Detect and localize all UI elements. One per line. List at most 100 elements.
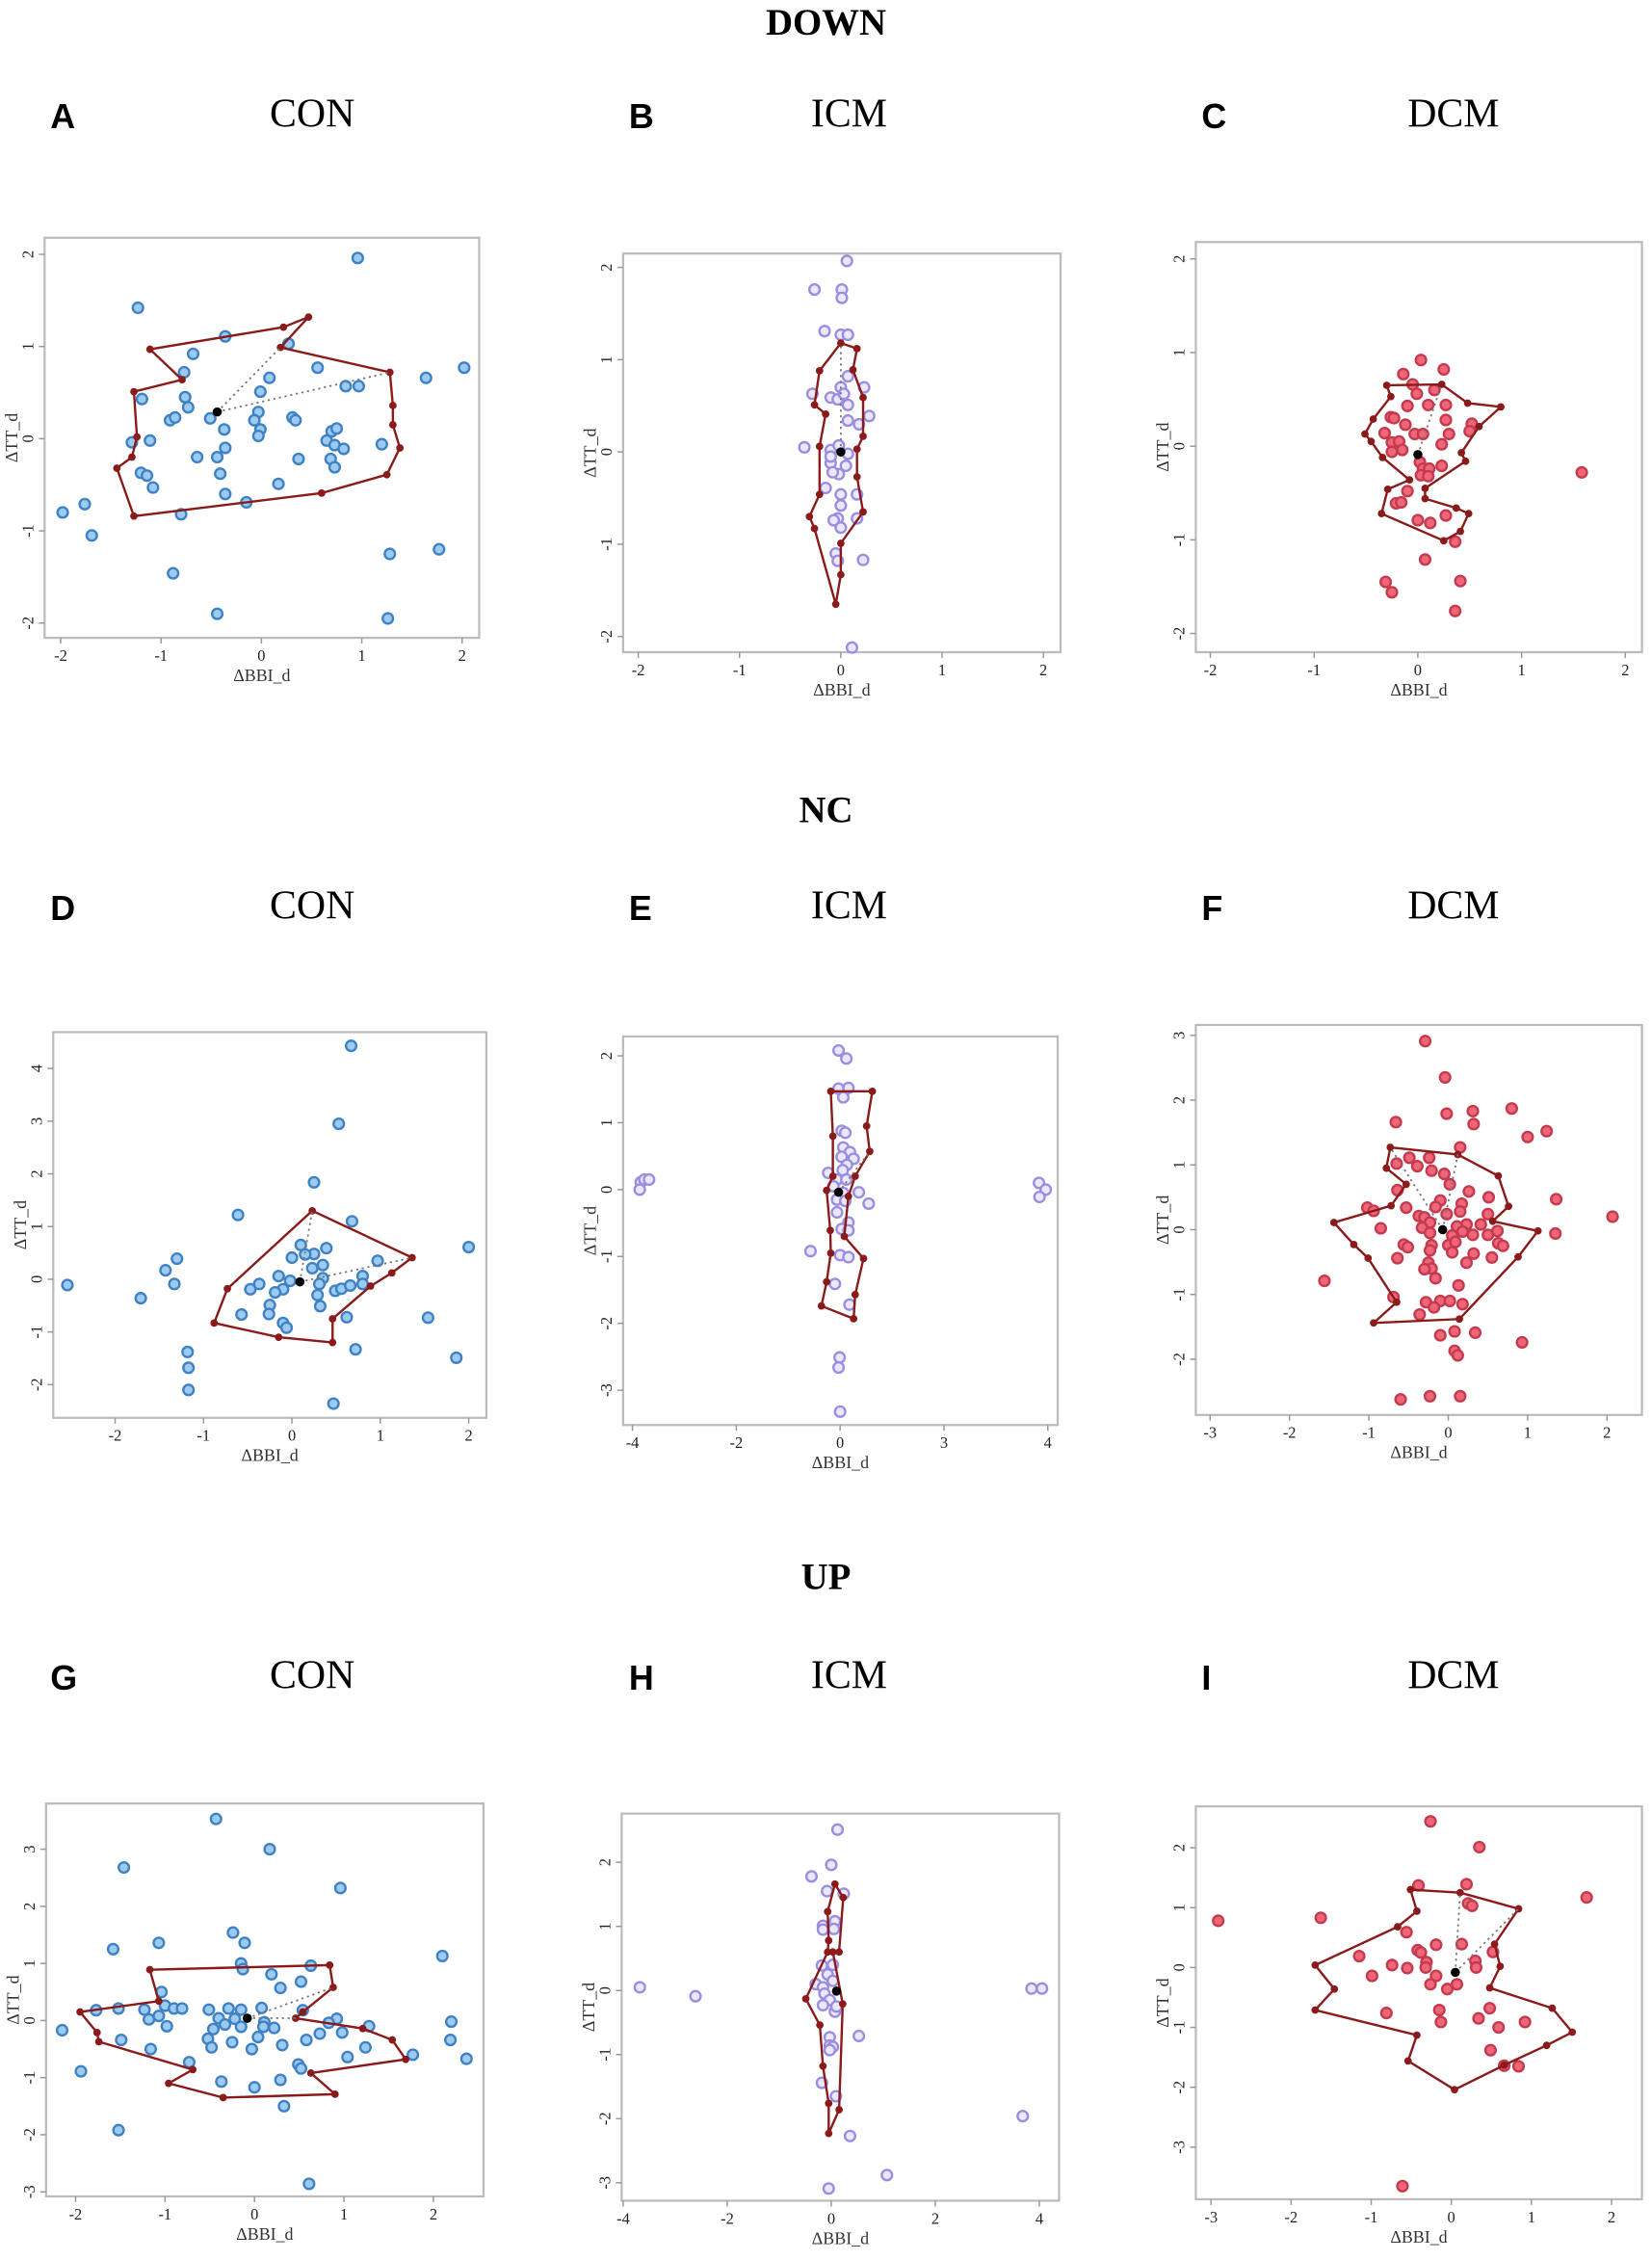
y-tick-label: 4 [27,1064,45,1072]
hull-vertex [852,344,861,353]
hull-vertex [1534,1226,1542,1235]
x-axis-label: ΔBBI_d [812,1453,869,1472]
hull-vertex [1387,392,1395,401]
hull-vertex [1369,415,1377,423]
data-point [633,1981,646,1994]
y-tick-label: 1 [1169,1161,1188,1169]
hull-vertex [830,1879,839,1888]
data-point [56,506,69,519]
row-title-down: DOWN [766,2,886,43]
data-point [842,1250,855,1264]
data-point [1459,1878,1474,1891]
data-point [238,1936,251,1950]
data-point [274,2073,287,2087]
data-point [351,251,364,265]
data-point [228,2012,242,2026]
data-point [804,1870,819,1883]
y-tick-label: -2 [18,617,37,630]
hull-vertex [1475,422,1483,431]
data-point [311,1288,325,1301]
hull-vertex [1455,1888,1464,1897]
data-point [1473,1840,1486,1853]
hull-vertex [1437,381,1446,388]
x-tick-label: -2 [1285,2208,1298,2226]
data-point [182,1383,196,1397]
hull-vertex [822,410,829,418]
x-tick-label: 2 [1603,1424,1611,1442]
y-tick-label: 1 [20,1959,39,1967]
data-point [112,2123,125,2137]
y-tick-label: 2 [27,1169,45,1177]
data-point [1438,1070,1452,1084]
y-tick-label: -1 [597,538,616,551]
data-point [332,1117,346,1131]
y-tick-label: -3 [1169,2141,1188,2154]
centroid-spoke [1454,1892,1461,1973]
centroid-spoke [1417,383,1443,456]
centroid-point [836,447,846,457]
data-point [1468,1326,1482,1339]
panel-e: E ICM -4 -2 0 3 4 -3 -2 -1 0 1 2 ΔBBI_d ΔTT_d [580,883,1060,1472]
plot-frame [1194,241,1643,654]
data-point [1212,1914,1225,1928]
data-point [852,1186,866,1199]
panel-c: C DCM -2 -1 0 1 2 -2 -1 0 1 2 ΔBBI_d ΔTT_d [1153,92,1643,699]
data-point [841,328,854,342]
hull-vertex [805,512,814,521]
hull-vertex [831,600,840,609]
data-point [1401,1241,1415,1254]
hull-vertex [839,1893,848,1902]
data-point [822,2182,835,2195]
data-point [689,1989,702,2003]
hull-vertex [1542,2041,1551,2050]
hull-vertex [1367,437,1376,446]
data-point [118,1860,131,1875]
data-point [55,2023,69,2037]
data-point [251,429,265,443]
hull-polygon [1363,382,1504,542]
data-point [803,1245,818,1258]
data-point [226,1926,240,1939]
x-axis-label: ΔBBI_d [233,666,290,685]
data-point [1385,586,1399,599]
hull-vertex [859,508,867,516]
panel-title: DCM [1407,883,1499,928]
data-point [285,1250,299,1265]
x-tick-label: -1 [158,2205,171,2223]
hull-vertex [844,1192,852,1200]
data-point [313,2027,327,2040]
y-tick-label: -2 [1169,2081,1188,2094]
centroid-point [295,1276,305,1287]
data-point [830,1205,844,1220]
data-point [214,467,227,481]
data-point [1422,398,1435,411]
data-point [1440,1983,1455,1996]
hull-vertex [828,1172,837,1180]
hull-vertex [852,445,861,454]
centroid-point [1437,1224,1448,1235]
y-tick-label: -2 [595,2112,614,2125]
x-tick-label: -1 [1365,2208,1378,2226]
data-point [345,1215,359,1228]
hull-vertex [1330,1984,1339,1993]
y-tick-label: 1 [597,1118,616,1126]
hull-vertex [849,366,857,374]
hull-vertex [178,376,186,384]
data-point [169,410,182,424]
data-point [274,1982,287,1995]
data-point [1385,1958,1399,1972]
x-tick-label: -2 [632,661,645,679]
data-point [818,325,831,338]
data-point [209,1812,223,1826]
hull-vertex [76,2008,84,2016]
y-tick-label: -1 [27,1326,45,1339]
hull-vertex [388,402,397,409]
data-point [115,2033,128,2047]
data-point [339,380,353,393]
data-point [1469,1960,1483,1974]
data-point [85,529,98,542]
data-point [1016,2110,1030,2123]
data-point [231,1208,245,1222]
data-point [1352,1949,1366,1963]
data-point [1521,1130,1534,1143]
